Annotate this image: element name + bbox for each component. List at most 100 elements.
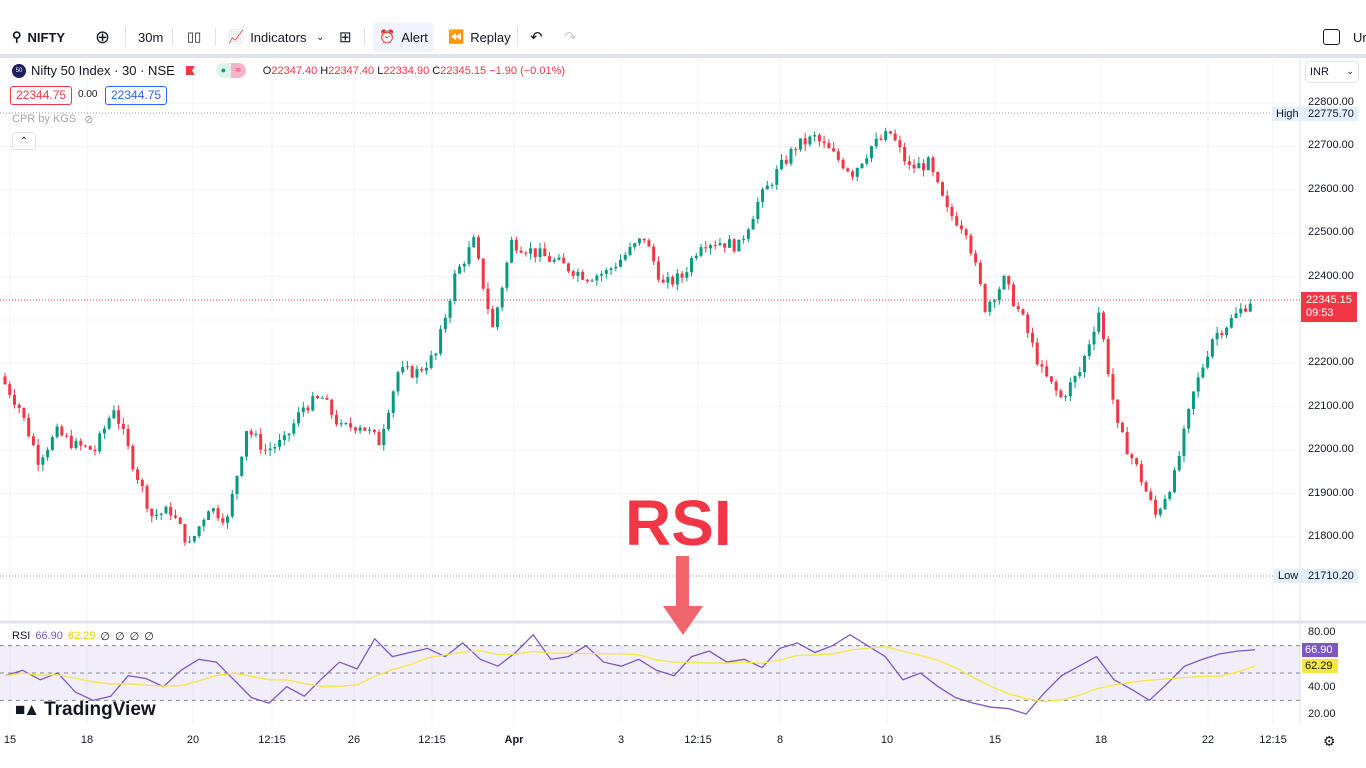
chart-type-button[interactable]: ▯▯ [187, 20, 201, 54]
symbol-search[interactable]: ⚲ NIFTY [12, 20, 65, 54]
layouts-button[interactable]: ⊞ [339, 20, 352, 54]
fullscreen-checkbox[interactable] [1323, 20, 1340, 54]
candle [17, 404, 21, 408]
price-tick: 21900.00 [1308, 486, 1354, 499]
indicators-icon: 📈 [228, 29, 245, 44]
indicators-label: Indicators [250, 29, 307, 45]
price-tick: 22000.00 [1308, 443, 1354, 456]
collapse-legend-button[interactable]: ⌃ [12, 132, 36, 150]
price-tick: 22200.00 [1308, 356, 1354, 369]
candle [784, 159, 788, 164]
candle [1182, 428, 1186, 456]
redo-button[interactable]: ↷ [564, 20, 577, 54]
candle [571, 271, 575, 276]
candle [656, 261, 660, 280]
candle [1158, 508, 1162, 515]
candle [680, 273, 684, 278]
candle [334, 414, 338, 425]
candle [197, 526, 201, 536]
candle [832, 148, 836, 152]
candle [1030, 332, 1034, 343]
rsi-value: 66.90 [35, 630, 63, 642]
candle [453, 273, 457, 302]
candle [410, 366, 414, 378]
candle [798, 138, 802, 150]
candle [552, 259, 556, 262]
candle [107, 418, 111, 429]
candle [235, 475, 239, 495]
replay-button[interactable]: ⏪ Replay [448, 20, 511, 54]
candle [912, 164, 916, 169]
candle [742, 238, 746, 240]
candle [860, 163, 864, 169]
candle [595, 275, 599, 281]
candle [1130, 454, 1134, 459]
candle [273, 446, 277, 449]
candle [841, 159, 845, 169]
undo-button[interactable]: ↶ [530, 20, 543, 54]
price-tick: 22100.00 [1308, 399, 1354, 412]
eye-off-icon[interactable]: ⊘ [84, 114, 94, 126]
alert-label: Alert [401, 29, 428, 45]
flag-icon[interactable] [185, 66, 195, 75]
time-tick: 15 [988, 734, 1002, 746]
candle [145, 486, 149, 509]
candle [922, 163, 926, 171]
price-tick: 22600.00 [1308, 182, 1354, 195]
candle [207, 511, 211, 520]
candle [98, 433, 102, 452]
undo-icon: ↶ [530, 29, 543, 46]
candle [1101, 312, 1105, 340]
time-tick: 22 [1201, 734, 1215, 746]
candles-icon: ▯▯ [187, 29, 202, 44]
candle [600, 273, 604, 276]
alert-button[interactable]: ⏰ Alert [373, 22, 434, 52]
settings-gear-icon[interactable]: ⚙ [1323, 733, 1336, 749]
candle [1035, 342, 1039, 365]
time-tick: Apr [504, 734, 524, 746]
indicators-dropdown[interactable]: ⌄ [316, 20, 324, 54]
replay-label: Replay [470, 29, 511, 45]
currency-select[interactable]: INR ⌄ [1305, 61, 1359, 83]
candle [974, 253, 978, 263]
candle [708, 245, 712, 249]
candle [249, 431, 253, 435]
candle [192, 535, 196, 542]
candle [510, 239, 514, 263]
candle [671, 277, 675, 285]
market-status[interactable]: ● ≈ [215, 63, 246, 78]
candle [8, 384, 12, 395]
candle [604, 270, 608, 274]
candle [472, 237, 476, 248]
candle [590, 280, 594, 282]
buy-price[interactable]: 22344.75 [105, 86, 168, 105]
candle [675, 273, 679, 285]
unnamed-menu[interactable]: Ur [1353, 29, 1366, 45]
candle [69, 435, 73, 449]
compare-button[interactable]: ⊕ [95, 20, 110, 54]
candle [136, 469, 140, 480]
candle [1201, 367, 1205, 378]
time-tick: 8 [776, 734, 784, 746]
candle [221, 518, 225, 523]
symbol-label: NIFTY [27, 29, 66, 45]
price-tick: 22500.00 [1308, 226, 1354, 239]
candle [581, 271, 585, 280]
candle [401, 367, 405, 373]
candle [713, 245, 717, 247]
candle [1021, 309, 1025, 315]
candle [349, 423, 353, 428]
sell-price[interactable]: 22344.75 [10, 86, 73, 105]
indicators-button[interactable]: 📈 Indicators [228, 20, 307, 54]
candle [1173, 470, 1177, 493]
candle [178, 517, 182, 525]
candle [1059, 390, 1063, 398]
candle [765, 185, 769, 190]
interval-button[interactable]: 30m [138, 29, 164, 45]
candle [827, 143, 831, 149]
candle [931, 157, 935, 172]
candle [495, 307, 499, 328]
candle [1078, 372, 1082, 377]
candle [240, 456, 244, 476]
